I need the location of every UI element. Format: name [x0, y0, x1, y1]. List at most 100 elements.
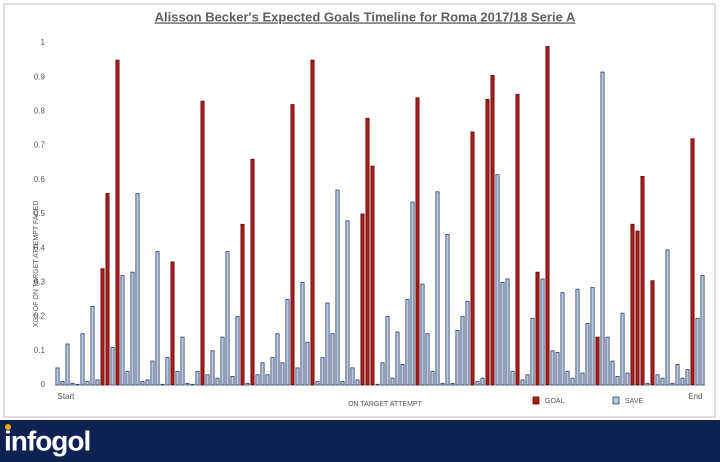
bar — [200, 100, 205, 386]
x-axis-label: ON TARGET ATTEMPT — [348, 401, 422, 408]
bar — [670, 382, 675, 386]
legend-swatch — [612, 396, 620, 405]
bar — [545, 46, 550, 386]
x-tick-label: Start — [58, 392, 76, 401]
bar — [305, 341, 310, 386]
bar — [610, 360, 615, 386]
bar — [570, 377, 575, 386]
bar — [90, 305, 95, 386]
bar — [430, 370, 435, 386]
bar — [270, 357, 275, 386]
bar — [480, 377, 485, 386]
bar — [115, 59, 120, 386]
bar — [120, 275, 125, 386]
bar — [485, 99, 490, 386]
bar — [655, 374, 660, 386]
y-tick-label: 0.6 — [34, 175, 46, 184]
bar — [530, 317, 535, 386]
bar — [215, 377, 220, 386]
bar — [615, 376, 620, 386]
bar — [95, 379, 100, 386]
bar — [180, 336, 185, 386]
bar — [500, 281, 505, 386]
bar — [295, 367, 300, 386]
footer-band — [0, 420, 720, 462]
bar — [400, 364, 405, 386]
bar — [210, 350, 215, 386]
bar — [80, 333, 85, 386]
bar — [635, 230, 640, 386]
bar — [420, 283, 425, 386]
bar — [310, 59, 315, 386]
bar — [195, 370, 200, 386]
bar — [220, 336, 225, 386]
bar — [315, 381, 320, 386]
bar — [375, 383, 380, 386]
bar — [170, 261, 175, 386]
bar — [455, 329, 460, 386]
bar — [495, 174, 500, 386]
bar — [660, 377, 665, 386]
bar — [680, 377, 685, 386]
bar — [155, 251, 160, 386]
bar — [445, 234, 450, 386]
bar — [510, 370, 515, 386]
bar — [320, 357, 325, 386]
y-tick-label: 0.4 — [34, 243, 46, 252]
legend-swatch — [532, 396, 540, 405]
bar — [75, 383, 80, 386]
y-axis-label: XG2 OF ON TARGET ATTEMPT FACED — [33, 201, 40, 328]
bar — [205, 374, 210, 386]
bar — [265, 374, 270, 386]
bar — [235, 316, 240, 386]
bar — [555, 352, 560, 386]
bar — [365, 117, 370, 386]
bar — [240, 223, 245, 386]
bar — [470, 131, 475, 386]
bar — [395, 331, 400, 386]
bar — [290, 104, 295, 386]
y-tick-label: 0.2 — [34, 312, 46, 321]
bar — [440, 382, 445, 386]
y-tick-label: 1 — [41, 38, 46, 47]
bar — [595, 336, 600, 386]
bar — [675, 364, 680, 386]
bar — [690, 138, 695, 386]
bar — [65, 343, 70, 386]
y-tick-label: 0.5 — [34, 209, 46, 218]
bar — [585, 323, 590, 386]
y-tick-label: 0.3 — [34, 278, 46, 287]
bar — [575, 288, 580, 386]
bar — [230, 376, 235, 386]
bar — [255, 374, 260, 386]
bar — [185, 382, 190, 386]
bar — [285, 299, 290, 386]
bar — [565, 370, 570, 386]
bar — [515, 93, 520, 386]
y-tick-label: 0.1 — [34, 346, 46, 355]
y-tick-label: 0 — [41, 380, 46, 389]
bar — [280, 362, 285, 386]
bar — [550, 350, 555, 386]
bar — [540, 278, 545, 386]
bar — [475, 381, 480, 386]
bar — [465, 300, 470, 386]
bar — [135, 193, 140, 386]
bar — [325, 302, 330, 386]
y-tick-label: 0.7 — [34, 141, 46, 150]
bar — [435, 191, 440, 386]
bar — [600, 71, 605, 386]
bar — [520, 379, 525, 386]
logo-dot — [5, 424, 11, 430]
bar — [665, 249, 670, 386]
bar — [160, 383, 165, 386]
bar — [260, 362, 265, 386]
bar — [425, 333, 430, 386]
bar — [355, 379, 360, 386]
bar — [380, 362, 385, 386]
bar — [275, 333, 280, 386]
bar — [100, 268, 105, 386]
bar — [345, 220, 350, 386]
legend-label: GOAL — [545, 398, 565, 405]
bar — [370, 165, 375, 386]
